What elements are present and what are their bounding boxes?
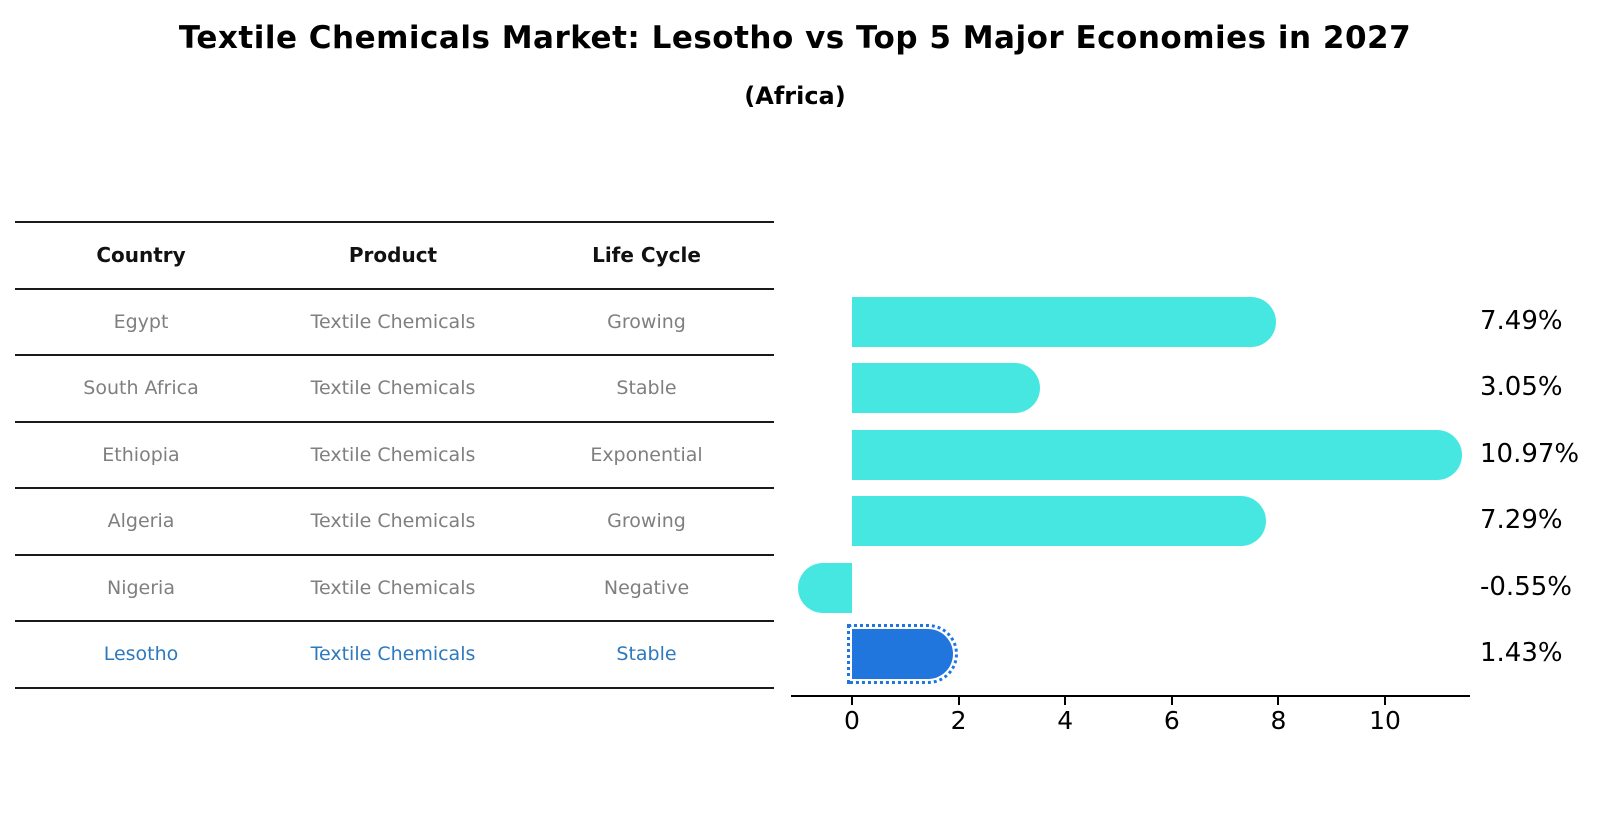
table-row: South Africa Textile Chemicals Stable [15, 372, 774, 404]
table-row-highlight-lesotho: Lesotho Textile Chemicals Stable [15, 638, 774, 670]
table-cell-country: South Africa [83, 377, 199, 399]
table-cell-product: Textile Chemicals [310, 311, 476, 333]
table-rule [15, 554, 774, 556]
bar-nigeria [797, 562, 852, 613]
table-cell-product: Textile Chemicals [310, 377, 476, 399]
x-axis-tick-label: 8 [1270, 706, 1287, 735]
bar-south-africa [852, 363, 1040, 414]
column-header-country: Country [96, 243, 186, 267]
table-cell-life-cycle: Growing [607, 510, 686, 532]
table-cell-product: Textile Chemicals [310, 510, 476, 532]
table-cell-country: Lesotho [103, 643, 179, 665]
x-axis-tick-label: 2 [950, 706, 967, 735]
table-row: Algeria Textile Chemicals Growing [15, 505, 774, 537]
table-cell-product: Textile Chemicals [310, 643, 476, 665]
x-axis-tick-label: 6 [1163, 706, 1180, 735]
x-axis-tick-label: 0 [844, 706, 860, 735]
table-row: Egypt Textile Chemicals Growing [15, 306, 774, 338]
table-cell-country: Ethiopia [102, 444, 180, 466]
table-cell-product: Textile Chemicals [310, 444, 476, 466]
value-label-lesotho: 1.43% [1480, 638, 1563, 669]
table-cell-life-cycle: Exponential [590, 444, 703, 466]
table-cell-life-cycle: Negative [603, 577, 690, 599]
value-label-south-africa: 3.05% [1480, 372, 1563, 403]
x-axis-tick [1384, 697, 1386, 705]
table-cell-life-cycle: Stable [616, 377, 677, 399]
table-cell-product: Textile Chemicals [310, 577, 476, 599]
x-axis-tick [957, 697, 960, 705]
table-cell-life-cycle: Stable [616, 643, 677, 665]
x-axis-tick [1170, 697, 1173, 705]
x-axis-tick [1277, 697, 1280, 705]
column-header-product: Product [348, 243, 438, 267]
bar-lesotho [846, 624, 959, 685]
chart-title: Textile Chemicals Market: Lesotho vs Top… [178, 20, 1412, 56]
title-block: Textile Chemicals Market: Lesotho vs Top… [0, 0, 1590, 110]
x-axis-tick-label: 10 [1369, 706, 1401, 735]
bar-ethiopia [852, 429, 1462, 480]
value-label-ethiopia: 10.97% [1480, 438, 1580, 469]
table-header-row: Country Product Life Cycle [15, 239, 774, 271]
table-rule [15, 487, 774, 489]
table-cell-country: Egypt [113, 311, 169, 333]
x-axis-line [791, 695, 1470, 697]
table-cell-country: Nigeria [107, 577, 175, 599]
x-axis-tick [1064, 697, 1067, 705]
x-axis-tick [851, 697, 853, 705]
table-rule [15, 687, 774, 689]
table-rule [15, 221, 774, 223]
column-header-life-cycle: Life Cycle [592, 243, 701, 267]
table-row: Nigeria Textile Chemicals Negative [15, 572, 774, 604]
table-rule [15, 421, 774, 423]
table-cell-country: Algeria [107, 510, 175, 532]
x-axis-tick-label: 4 [1057, 706, 1074, 735]
chart-subtitle: (Africa) [744, 82, 846, 110]
value-label-egypt: 7.49% [1480, 305, 1563, 336]
value-label-nigeria: -0.55% [1480, 571, 1572, 602]
table-row: Ethiopia Textile Chemicals Exponential [15, 439, 774, 471]
table-rule [15, 288, 774, 290]
table-cell-life-cycle: Growing [607, 311, 686, 333]
bar-egypt [852, 296, 1277, 347]
bar-algeria [852, 496, 1266, 547]
table-rule [15, 354, 774, 356]
value-label-algeria: 7.29% [1480, 505, 1563, 536]
table-rule [15, 620, 774, 622]
